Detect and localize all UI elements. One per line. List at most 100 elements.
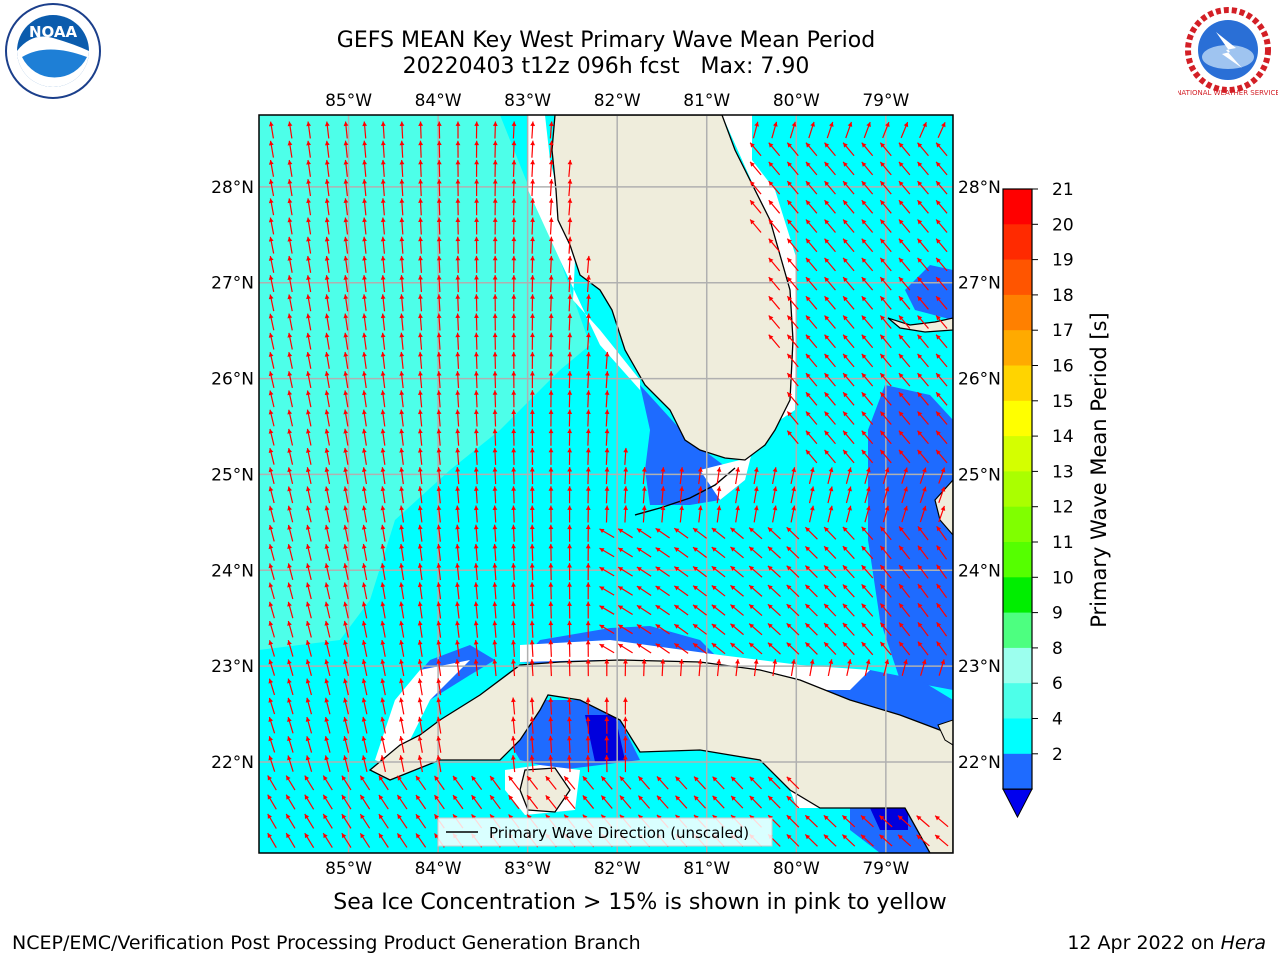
wave-arrow-head [306, 256, 311, 261]
wave-arrow-head [492, 620, 498, 626]
wave-arrow-head [511, 428, 517, 434]
wave-arrow-head [917, 622, 923, 628]
wave-arrow-head [843, 257, 848, 263]
wave-arrow-head [730, 546, 736, 552]
wave-arrow-head [399, 351, 405, 357]
wave-arrow-head [529, 582, 535, 587]
wave-arrow-head [418, 371, 423, 376]
wave-arrow-head [860, 834, 866, 840]
nws-logo-text: NATIONAL WEATHER SERVICE [1178, 89, 1278, 97]
wave-arrow-head [582, 776, 588, 782]
wave-arrow-head [767, 604, 773, 610]
wave-arrow-head [655, 528, 661, 533]
wave-arrow-head [399, 736, 404, 741]
wave-arrow-head [828, 467, 834, 473]
wave-arrow-head [492, 467, 498, 472]
wave-arrow-head [787, 315, 792, 321]
wave-arrow-head [623, 486, 629, 491]
wave-arrow-head [805, 219, 811, 225]
wave-arrow-head [380, 716, 386, 722]
wave-arrow-head [287, 621, 292, 626]
wave-arrow-head [861, 257, 867, 263]
wave-arrow-head [455, 639, 460, 645]
wave-arrow-head [492, 486, 498, 491]
wave-arrow-head [343, 563, 348, 569]
wave-arrow-head [641, 486, 647, 491]
wave-arrow-head [810, 121, 815, 127]
wave-arrow-head [436, 198, 442, 203]
wave-arrow-head [917, 142, 923, 148]
wave-arrow-head [880, 545, 886, 551]
wave-arrow-head [306, 236, 311, 242]
wave-arrow-head [492, 447, 498, 453]
wave-arrow-head [361, 467, 367, 472]
wave-arrow-head [917, 430, 923, 436]
wave-arrow-head [936, 142, 941, 148]
wave-arrow-head [436, 236, 442, 242]
wave-arrow-head [343, 275, 349, 280]
wave-arrow-head [436, 159, 442, 165]
colorbar: 21 20 19 18 17 16 15 14 13 12 11 10 9 8 6 4 2 [1002, 180, 1074, 819]
wave-arrow-head [324, 159, 330, 165]
wave-arrow-head [418, 121, 424, 126]
wave-arrow-head [749, 585, 755, 590]
wave-arrow-head [731, 795, 736, 801]
wave-arrow-head [805, 161, 811, 167]
wave-arrow-head [880, 430, 885, 436]
wave-arrow-head [287, 544, 292, 550]
wave-arrow-head [716, 659, 722, 664]
wave-arrow-head [824, 603, 829, 609]
wave-arrow-head [287, 179, 293, 184]
wave-arrow-head [674, 585, 680, 591]
wave-arrow-head [268, 236, 274, 242]
wave-arrow-head [361, 582, 367, 588]
wave-arrow-head [768, 795, 773, 801]
wave-arrow-head [917, 373, 923, 378]
wave-arrow-head [898, 449, 904, 455]
wave-arrow-head [399, 255, 405, 261]
wave-arrow-head [343, 255, 349, 261]
wave-arrow-head [434, 833, 439, 839]
wave-arrow-head [324, 332, 330, 338]
wave-arrow-head [399, 198, 405, 203]
wave-arrow-head [417, 447, 423, 453]
wave-arrow-head [861, 565, 867, 571]
wave-arrow-head [341, 833, 347, 839]
wave-arrow-head [843, 315, 848, 321]
wave-arrow-head [754, 121, 759, 127]
wave-arrow-head [436, 409, 442, 415]
wave-arrow-head [884, 467, 890, 473]
wave-arrow-head [861, 584, 867, 590]
wave-arrow-head [749, 604, 755, 610]
wave-arrow-head [548, 735, 554, 741]
wave-arrow-head [305, 659, 311, 665]
wave-arrow-head [361, 563, 367, 569]
lat-tick-right: 27°N [958, 274, 1001, 294]
wave-arrow-head [805, 392, 811, 398]
wave-arrow-head [604, 755, 610, 760]
wave-arrow-head [527, 795, 532, 801]
wave-arrow-head [548, 390, 554, 395]
wave-arrow-head [529, 601, 535, 607]
map-gridlines [259, 115, 953, 853]
wave-arrow-head [436, 179, 442, 184]
wave-arrow-head [417, 620, 423, 626]
wave-arrow-head [599, 528, 605, 534]
wave-arrow-head [455, 659, 460, 664]
wave-arrow-head [455, 601, 460, 607]
wave-arrow-head [378, 814, 384, 820]
wave-arrow-head [268, 467, 274, 473]
wave-arrow-head [805, 334, 811, 340]
wave-arrow-head [415, 775, 421, 781]
wave-arrow-head [622, 735, 628, 741]
wave-arrow-head [287, 275, 293, 281]
wave-arrow-head [530, 255, 535, 261]
wave-arrow-head [880, 257, 885, 263]
wave-arrow-head [492, 371, 498, 376]
wave-arrow-head [304, 813, 310, 819]
wave-arrow-head [567, 275, 573, 280]
wave-arrow-head [324, 275, 330, 280]
wave-arrow-head [693, 547, 698, 552]
wave-arrow-head [880, 353, 885, 359]
